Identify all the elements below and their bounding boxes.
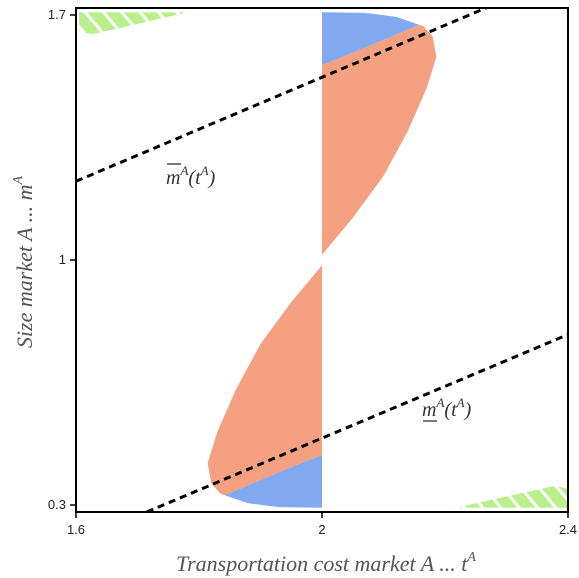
x-tick-label: 1.6 xyxy=(67,522,85,537)
ticks: 1.6 2 2.4 0.3 1 1.7 xyxy=(48,7,577,537)
x-tick-label: 2.4 xyxy=(559,522,577,537)
upper-label-sup: A xyxy=(179,163,188,178)
svg-text:mA(tA): mA(tA) xyxy=(166,163,216,189)
boundary-lines xyxy=(76,8,568,512)
y-axis-title: Size market A ... mA xyxy=(11,176,37,349)
green-hatched-region-top-left xyxy=(79,12,184,35)
lower-label-arg-sup: A xyxy=(456,395,465,410)
upper-label-arg: t xyxy=(195,167,201,189)
upper-threshold-label: mA(tA) xyxy=(166,163,216,189)
lower-label-sup: A xyxy=(435,395,444,410)
regions xyxy=(79,12,568,508)
y-tick-label: 1 xyxy=(59,252,66,267)
x-tick-label: 2 xyxy=(318,522,325,537)
svg-text:mA(tA): mA(tA) xyxy=(422,395,472,421)
y-tick-label: 1.7 xyxy=(48,7,66,22)
lower-label-arg: t xyxy=(451,399,457,421)
lower-threshold-line xyxy=(146,333,568,512)
salmon-region-lower xyxy=(207,265,322,496)
salmon-region-upper xyxy=(322,24,437,255)
upper-label-main: m xyxy=(166,167,180,189)
upper-threshold-line xyxy=(76,8,490,183)
lower-label-main: m xyxy=(422,399,436,421)
upper-label-arg-sup: A xyxy=(200,163,209,178)
y-tick-label: 0.3 xyxy=(48,497,66,512)
plot-area xyxy=(76,8,568,512)
green-hatched-region-bottom-right xyxy=(460,485,568,508)
lower-threshold-label: mA(tA) xyxy=(422,395,472,422)
blue-region-lower xyxy=(224,454,322,508)
blue-region-upper xyxy=(322,12,420,66)
x-axis-title: Transportation cost market A ... tA xyxy=(176,550,476,576)
